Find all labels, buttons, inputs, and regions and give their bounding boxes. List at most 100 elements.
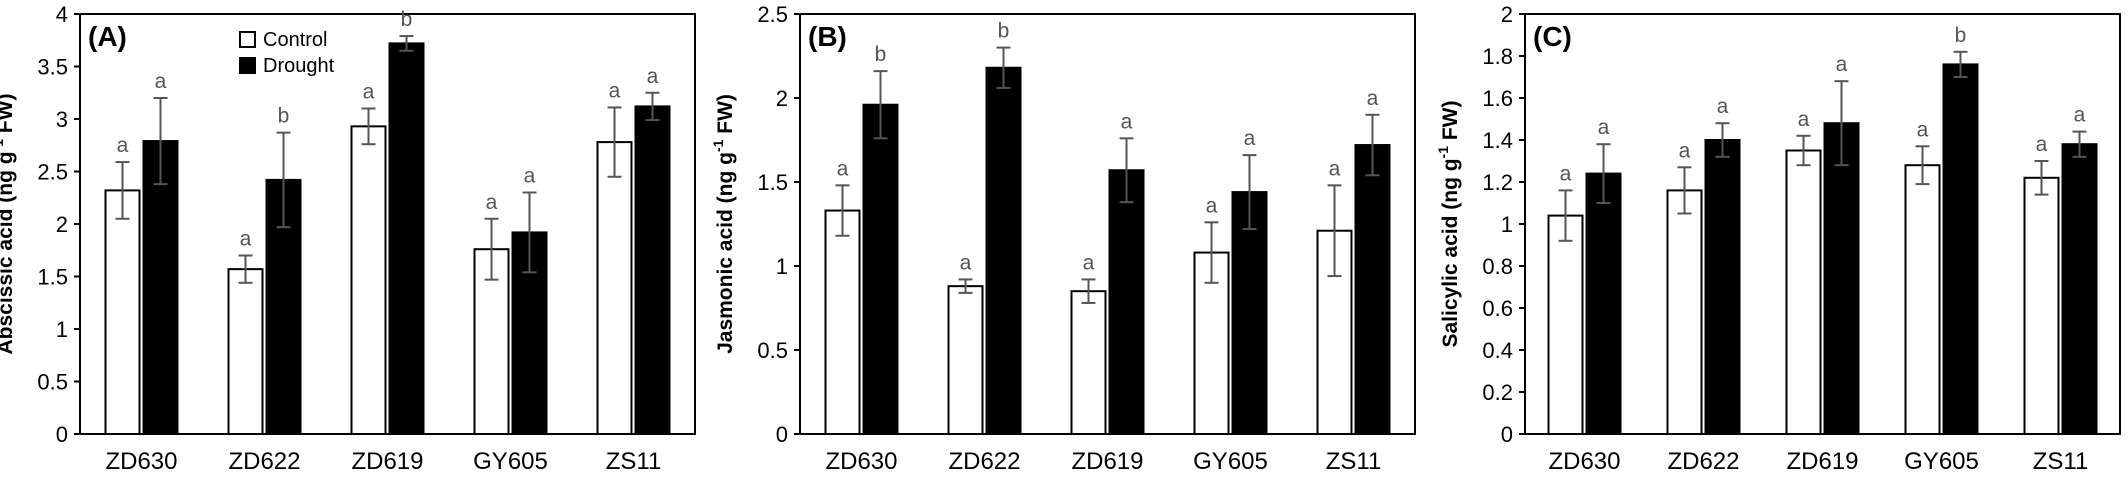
x-tick-label: ZD622: [228, 448, 300, 475]
bar-drought: [2061, 143, 2098, 435]
significance-letter: b: [1955, 24, 1967, 47]
bar-drought: [985, 66, 1022, 435]
significance-letter: a: [524, 165, 536, 188]
significance-letter: a: [1367, 87, 1379, 110]
bar-drought: [1354, 144, 1391, 435]
bar-control: [1904, 164, 1941, 435]
significance-letter: a: [2036, 133, 2048, 156]
y-tick-label: 0.2: [1482, 380, 1513, 405]
bar-control: [227, 268, 264, 435]
significance-letter: a: [1836, 53, 1848, 76]
y-tick-label: 1.5: [37, 265, 68, 290]
bar-drought: [862, 103, 899, 435]
y-tick-label: 1: [56, 317, 68, 342]
y-tick-label: 2: [56, 212, 68, 237]
bar-drought: [1108, 169, 1145, 436]
significance-letter: a: [1560, 162, 1572, 185]
bar-drought: [1585, 172, 1622, 435]
panel-label: (B): [808, 21, 847, 52]
bar-control: [350, 125, 387, 435]
y-tick-label: 2.5: [757, 2, 788, 27]
bar-drought: [1231, 191, 1268, 435]
y-tick-label: 2: [1501, 2, 1513, 27]
x-tick-label: ZD619: [351, 448, 423, 475]
legend-label-drought: Drought: [263, 55, 335, 77]
bar-drought: [1942, 63, 1979, 436]
legend-swatch-control: [239, 31, 256, 48]
significance-letter: a: [155, 70, 167, 93]
significance-letter: a: [647, 65, 659, 88]
x-tick-label: ZS11: [1326, 448, 1382, 475]
y-tick-label: 1: [776, 254, 788, 279]
significance-letter: a: [1206, 194, 1218, 217]
significance-letter: a: [117, 134, 129, 157]
significance-letter: a: [1717, 95, 1729, 118]
significance-letter: a: [1329, 157, 1341, 180]
significance-letter: b: [278, 105, 290, 128]
bar-drought: [634, 105, 671, 436]
chart-panel: 0 0.5 1 1.5 2 2.5 Jasmonic acid (ng g-1 FW) ZD6…: [710, 2, 1416, 475]
y-tick-label: 0.6: [1482, 296, 1513, 321]
significance-letter: a: [1679, 139, 1691, 162]
y-tick-label: 4: [56, 2, 68, 27]
y-tick-label: 1.4: [1482, 128, 1513, 153]
significance-letter: a: [1244, 127, 1256, 150]
y-axis-label: Salicylic acid (ng g-1 FW): [1435, 101, 1462, 348]
x-tick-label: ZD630: [105, 448, 177, 475]
chart-panel: 0 0.2 0.4 0.6 0.8 1 1.2 1.4 1.6 1.8 2 Salicylic aci…: [1435, 2, 2121, 475]
legend-swatch-drought: [239, 57, 256, 74]
x-tick-label: ZD619: [1071, 448, 1143, 475]
y-axis-label: Jasmonic acid (ng g-1 FW): [710, 94, 737, 354]
y-tick-label: 1.6: [1482, 86, 1513, 111]
bar-drought: [142, 140, 179, 436]
significance-letter: a: [1598, 116, 1610, 139]
significance-letter: a: [363, 81, 375, 104]
y-tick-label: 2.5: [37, 160, 68, 185]
x-tick-label: ZD619: [1786, 448, 1858, 475]
significance-letter: a: [609, 79, 621, 102]
significance-letter: b: [998, 20, 1010, 43]
x-tick-label: ZD622: [948, 448, 1020, 475]
y-tick-label: 1.5: [757, 170, 788, 195]
y-tick-label: 3: [56, 107, 68, 132]
bar-drought: [1704, 139, 1741, 435]
legend-label-control: Control: [263, 29, 327, 51]
significance-letter: a: [960, 251, 972, 274]
x-tick-label: GY605: [1193, 448, 1268, 475]
plot-frame: [799, 13, 1416, 435]
bar-control: [1666, 189, 1703, 435]
significance-letter: a: [1083, 251, 1095, 274]
significance-letter: a: [2074, 104, 2086, 127]
significance-letter: a: [1917, 118, 1929, 141]
y-tick-label: 1.8: [1482, 44, 1513, 69]
significance-letter: a: [837, 157, 849, 180]
y-tick-label: 0: [1501, 422, 1513, 447]
x-tick-label: GY605: [1904, 448, 1979, 475]
panel-label: (A): [88, 21, 127, 52]
bar-control: [1547, 214, 1584, 435]
significance-letter: a: [486, 191, 498, 214]
bar-control: [104, 189, 141, 435]
x-tick-label: ZS11: [2033, 448, 2089, 475]
bar-control: [824, 209, 861, 435]
panel-label: (C): [1533, 21, 1572, 52]
y-axis-label: Abscissic acid (ng g-1 FW): [0, 94, 17, 355]
y-tick-label: 0.8: [1482, 254, 1513, 279]
x-tick-label: ZD622: [1667, 448, 1739, 475]
bar-control: [947, 285, 984, 435]
x-tick-label: ZD630: [1548, 448, 1620, 475]
bar-control: [2023, 176, 2060, 436]
x-tick-label: ZD630: [825, 448, 897, 475]
y-tick-label: 2: [776, 86, 788, 111]
bar-control: [1070, 290, 1107, 436]
y-tick-label: 0: [56, 422, 68, 447]
chart-panel: 0 0.5 1 1.5 2 2.5 3 3.5 4 Abscissic acid (ng g-1 …: [0, 2, 696, 475]
y-tick-label: 1: [1501, 212, 1513, 237]
bar-control: [1785, 149, 1822, 435]
bar-control: [596, 141, 633, 435]
significance-letter: a: [1121, 110, 1133, 133]
y-tick-label: 1.2: [1482, 170, 1513, 195]
significance-letter: a: [1798, 108, 1810, 131]
significance-letter: a: [240, 228, 252, 251]
